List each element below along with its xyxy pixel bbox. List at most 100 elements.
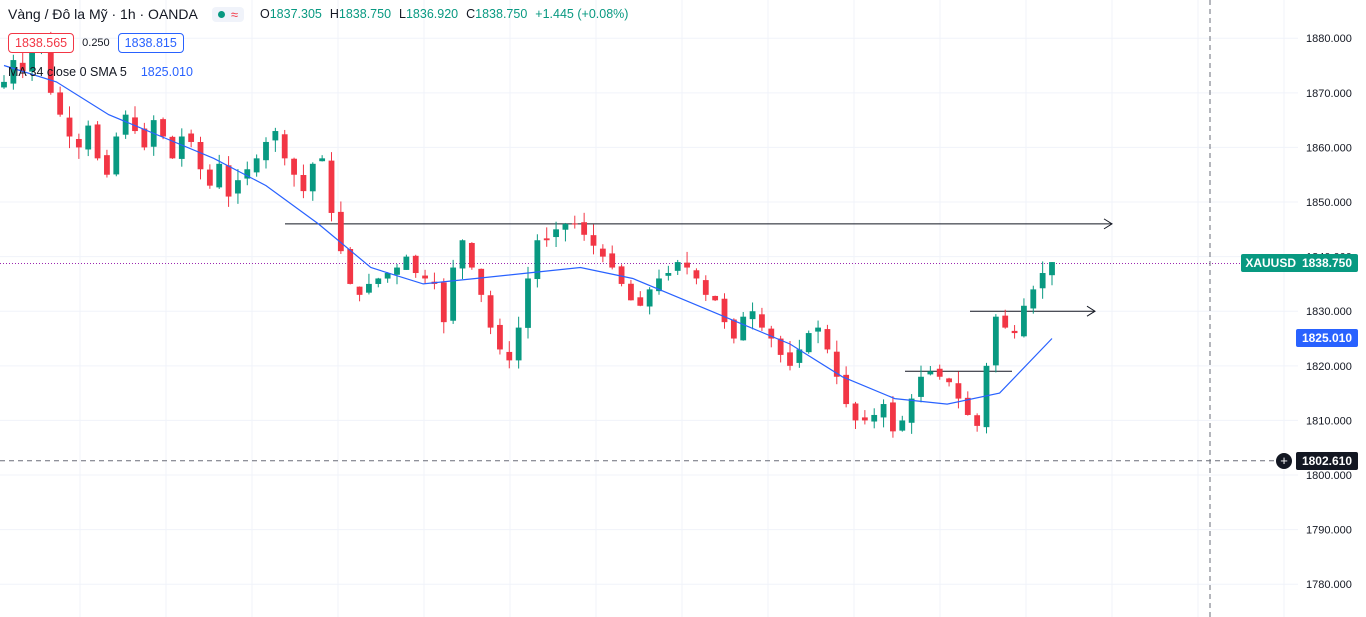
candle-body — [581, 222, 588, 235]
candle-body — [10, 60, 17, 84]
candles-layer — [1, 31, 1055, 438]
candle-body — [796, 349, 803, 363]
open-label: O — [259, 7, 270, 21]
candle-body — [1049, 262, 1055, 276]
candle-body — [946, 378, 952, 383]
candle-body — [66, 117, 73, 137]
candle-body — [609, 253, 616, 268]
candle-body — [759, 314, 765, 328]
candle-body — [618, 266, 625, 284]
change-value: +1.445 (+0.08%) — [535, 7, 629, 21]
candle-body — [366, 283, 372, 293]
candle-body — [861, 417, 868, 421]
candle-body — [693, 270, 700, 279]
candle-body — [263, 141, 269, 161]
candle-body — [674, 262, 681, 271]
candle-body — [646, 289, 653, 307]
candle-body — [599, 248, 606, 257]
moving-average-line — [3, 64, 1053, 405]
drawing-layer — [0, 0, 1298, 617]
ohlc-values: O1837.305 H1838.750 L1836.920 C1838.750 … — [260, 7, 628, 21]
candle-body — [712, 295, 719, 301]
candle-body — [852, 403, 859, 421]
candle-body — [983, 365, 990, 428]
candle-body — [665, 273, 672, 276]
last-price-tag: 1838.750 — [1295, 254, 1358, 273]
candle-body — [1039, 273, 1046, 289]
candle-body — [955, 383, 962, 399]
price-tick-label: 1860.000 — [1306, 142, 1352, 154]
candle-body — [805, 333, 812, 353]
candle-body — [936, 368, 943, 377]
moving-average-layer — [3, 64, 1053, 405]
status-pill[interactable]: ≈ — [211, 6, 244, 22]
low-label: L — [399, 7, 406, 21]
candle-body — [422, 275, 428, 279]
candle-body — [412, 255, 419, 274]
candle-body — [141, 128, 148, 148]
ma-price-tag: 1825.010 — [1295, 329, 1358, 348]
candle-body — [403, 256, 410, 270]
candle-body — [132, 117, 138, 132]
crosshair-price-tag: 1802.610 — [1295, 451, 1358, 470]
candle-body — [356, 286, 363, 295]
candle-body — [206, 169, 213, 186]
indicator-label: MA 34 close 0 SMA 5 — [8, 65, 127, 79]
indicator-legend[interactable]: MA 34 close 0 SMA 5 1825.010 — [8, 65, 193, 79]
candle-body — [543, 238, 550, 241]
legend-title-row: Vàng / Đô la Mỹ · 1h · OANDA ≈ O1837.305… — [8, 6, 628, 22]
wave-icon: ≈ — [230, 6, 238, 22]
symbol-title[interactable]: Vàng / Đô la Mỹ · 1h · OANDA — [8, 6, 198, 22]
candle-body — [440, 282, 447, 323]
candle-body — [1030, 289, 1037, 309]
candle-body — [122, 114, 129, 135]
spread-value: 0.250 — [82, 37, 110, 49]
candle-body — [684, 262, 690, 268]
price-tick-label: 1830.000 — [1306, 306, 1352, 318]
sell-price-button[interactable]: 1838.565 — [8, 33, 75, 53]
price-tick-label: 1880.000 — [1306, 33, 1352, 45]
candle-body — [553, 229, 559, 238]
candle-body — [19, 62, 26, 71]
add-plus-icon[interactable]: + — [1275, 451, 1293, 470]
price-tick-label: 1790.000 — [1306, 525, 1352, 537]
candle-body — [75, 138, 82, 148]
candle-body — [497, 324, 503, 350]
candle-body — [468, 242, 475, 268]
candle-body — [908, 398, 915, 423]
price-axis[interactable]: 1780.000 1790.000 1800.000 1810.000 1820.000… — [1306, 33, 1352, 591]
candle-body — [104, 155, 110, 175]
candle-body — [375, 278, 382, 284]
candle-body — [487, 295, 494, 328]
candle-body — [815, 327, 821, 332]
candle-body — [506, 351, 513, 361]
ray-arrowhead — [1103, 218, 1113, 230]
price-tick-label: 1800.000 — [1306, 470, 1352, 482]
low-value: 1836.920 — [405, 7, 459, 21]
candle-body — [777, 338, 784, 355]
candle-body — [384, 273, 391, 279]
candle-body — [656, 278, 662, 292]
candle-body — [628, 283, 634, 301]
candle-body — [57, 92, 64, 115]
candle-body — [787, 352, 793, 366]
candle-body — [562, 223, 569, 230]
candle-body — [824, 329, 831, 350]
price-tick-label: 1810.000 — [1306, 415, 1352, 427]
candle-body — [740, 316, 747, 341]
candle-body — [347, 249, 354, 284]
candle-body — [890, 402, 896, 432]
close-value: 1838.750 — [475, 7, 528, 21]
candle-body — [927, 371, 934, 375]
price-tick-label: 1850.000 — [1306, 197, 1352, 209]
indicator-value: 1825.010 — [140, 65, 193, 79]
buy-price-button[interactable]: 1838.815 — [117, 33, 184, 53]
candle-body — [571, 223, 578, 225]
candle-body — [721, 298, 728, 323]
market-open-dot-icon — [217, 10, 225, 18]
candle-body — [880, 404, 887, 418]
candle-body — [515, 327, 522, 361]
candle-body — [235, 180, 241, 194]
candle-body — [525, 278, 531, 328]
